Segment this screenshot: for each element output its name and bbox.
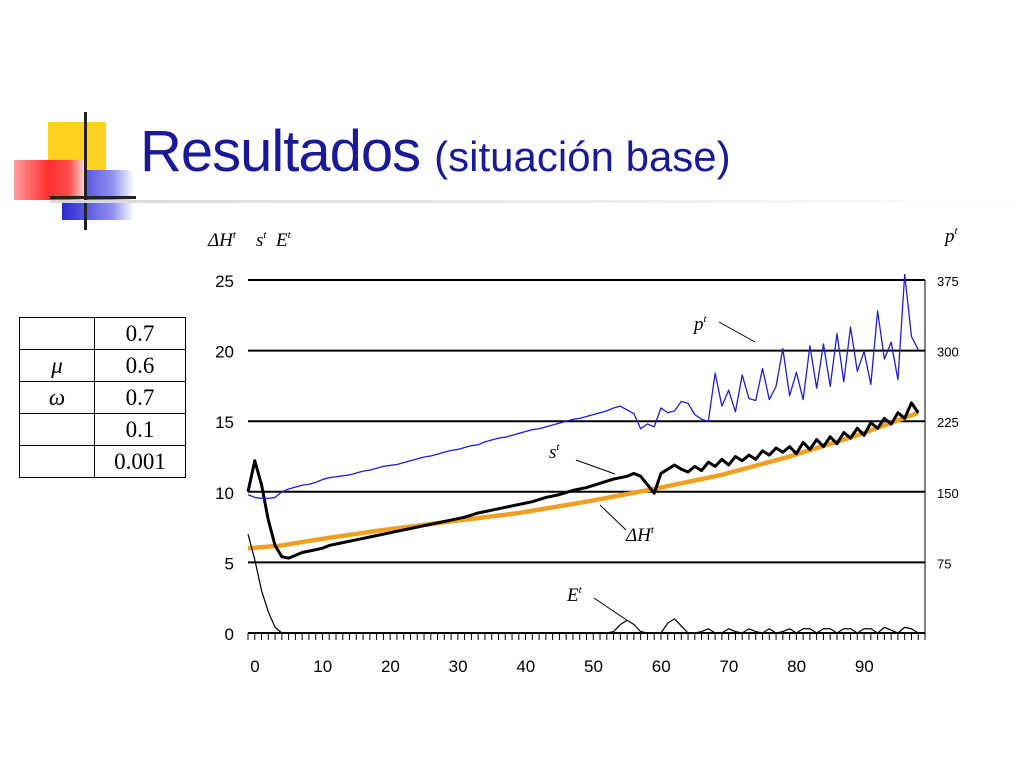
x-tick-label: 90 bbox=[855, 657, 874, 676]
x-tick-label: 40 bbox=[516, 657, 535, 676]
annotation-E-sup: t bbox=[579, 584, 583, 596]
parameter-table-body: 0.7 μ 0.6 ω 0.7 0.1 0.001 bbox=[19, 317, 186, 478]
annotation-p-base: p bbox=[692, 314, 704, 335]
y-left-label-H: ΔHt bbox=[207, 229, 237, 251]
parameter-table: 0.7 μ 0.6 ω 0.7 0.1 0.001 bbox=[19, 317, 186, 478]
annotation-s-base: s bbox=[549, 442, 556, 463]
annotation-E-base: E bbox=[566, 585, 579, 606]
y-left-tick-label: 10 bbox=[215, 484, 234, 503]
x-tick-label: 10 bbox=[313, 657, 332, 676]
annotation-E-text: Et bbox=[566, 584, 583, 606]
annotation-p: pt bbox=[692, 313, 708, 335]
parameter-value: 0.7 bbox=[94, 317, 186, 350]
plot-area bbox=[248, 280, 925, 633]
x-tick-label: 70 bbox=[719, 657, 738, 676]
series-s-line bbox=[246, 401, 920, 560]
series-H-line bbox=[247, 410, 920, 551]
annotation-s: st bbox=[549, 441, 560, 463]
x-tick-label: 50 bbox=[584, 657, 603, 676]
y-left-label-s-text: st bbox=[256, 229, 267, 251]
annotation-H-text: ΔHt bbox=[625, 524, 655, 546]
y-right-tick-label: 75 bbox=[937, 556, 951, 571]
slide-title: Resultados (situación base) bbox=[140, 118, 731, 185]
title-subtitle: (situación base) bbox=[434, 133, 731, 180]
parameter-row: 0.1 bbox=[19, 413, 186, 446]
x-tick-label: 60 bbox=[652, 657, 671, 676]
annotation-E-leader bbox=[593, 597, 629, 622]
parameter-symbol bbox=[19, 445, 95, 478]
y-left-label-s-base: s bbox=[256, 230, 263, 251]
annotation-p-leader bbox=[718, 321, 756, 343]
title-divider bbox=[50, 200, 1024, 203]
y-left-label-E-sup: t bbox=[288, 229, 292, 241]
x-tick-label: 80 bbox=[787, 657, 806, 676]
series-p-line bbox=[247, 273, 919, 500]
y-right-tick-label: 300 bbox=[937, 345, 959, 360]
title-main: Resultados bbox=[140, 119, 421, 184]
parameter-row: 0.001 bbox=[19, 445, 186, 478]
y-left-label-H-base: ΔH bbox=[207, 230, 234, 251]
y-left-label-s-sup: t bbox=[263, 229, 267, 241]
y-left-tick-label: 20 bbox=[215, 343, 234, 362]
parameter-row: ω 0.7 bbox=[19, 381, 186, 414]
annotation-p-text: pt bbox=[692, 313, 708, 335]
y-left-tick-label: 15 bbox=[215, 413, 234, 432]
annotation-s-sup: t bbox=[556, 441, 560, 453]
parameter-value: 0.6 bbox=[94, 349, 186, 382]
y-left-label-H-text: ΔHt bbox=[207, 229, 237, 251]
annotation-p-sup: t bbox=[704, 313, 708, 325]
y-right-label: pt bbox=[943, 225, 959, 247]
deco-red-square bbox=[14, 160, 84, 200]
parameter-value: 0.7 bbox=[94, 381, 186, 414]
annotation-H-sup: t bbox=[651, 524, 655, 536]
parameter-row: 0.7 bbox=[19, 317, 186, 350]
annotation-H: ΔHt bbox=[625, 524, 655, 546]
y-left-label-s: st bbox=[256, 229, 267, 251]
deco-horizontal-line bbox=[50, 196, 136, 199]
parameter-value: 0.1 bbox=[94, 413, 186, 446]
annotation-s-leader bbox=[575, 459, 616, 475]
annotation-H-base: ΔH bbox=[625, 525, 652, 546]
parameter-row: μ 0.6 bbox=[19, 349, 186, 382]
y-left-label-E-text: Et bbox=[275, 229, 292, 251]
y-right-label-text: pt bbox=[943, 225, 959, 247]
y-left-label-H-sup: t bbox=[233, 229, 237, 241]
series-E-line bbox=[247, 534, 919, 634]
deco-vertical-line bbox=[84, 112, 87, 230]
annotation-E: Et bbox=[566, 584, 583, 606]
x-tick-label: 20 bbox=[381, 657, 400, 676]
y-right-label-sup: t bbox=[955, 225, 959, 237]
y-right-tick-label: 225 bbox=[937, 415, 959, 430]
y-left-tick-label: 5 bbox=[225, 554, 234, 573]
y-right-tick-label: 375 bbox=[937, 274, 959, 289]
parameter-symbol: μ bbox=[19, 349, 95, 382]
y-left-label-E: Et bbox=[275, 229, 292, 251]
x-tick-label: 30 bbox=[449, 657, 468, 676]
x-tick-label: 0 bbox=[250, 657, 259, 676]
y-left-label-E-base: E bbox=[275, 230, 288, 251]
y-right-label-base: p bbox=[943, 226, 955, 247]
annotation-s-text: st bbox=[549, 441, 560, 463]
parameter-symbol: ω bbox=[19, 381, 95, 414]
annotation-H-leader bbox=[599, 504, 627, 531]
parameter-value: 0.001 bbox=[94, 445, 186, 478]
y-right-tick-label: 150 bbox=[937, 486, 959, 501]
y-left-tick-label: 0 bbox=[225, 625, 234, 644]
y-left-tick-label: 25 bbox=[215, 272, 234, 291]
